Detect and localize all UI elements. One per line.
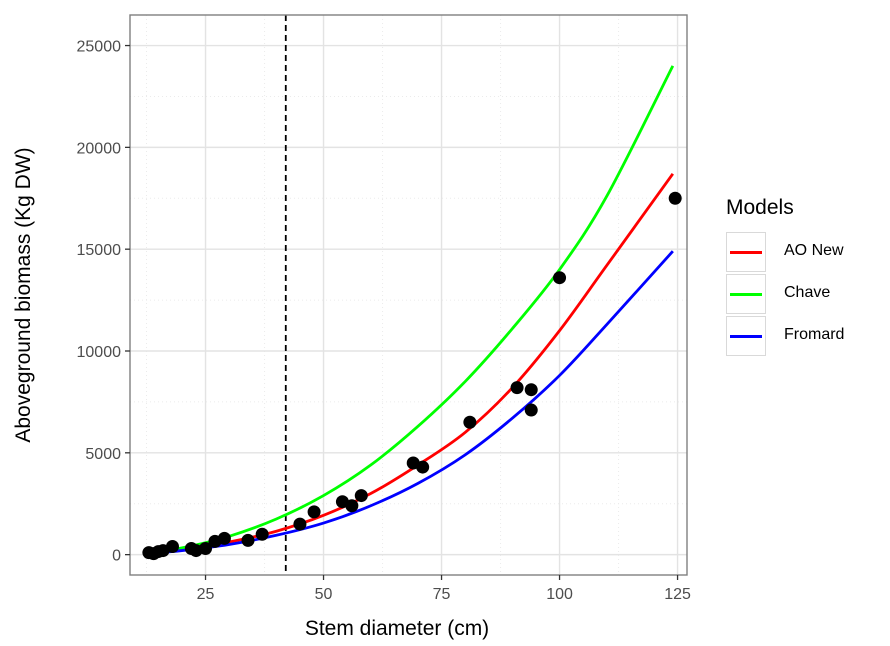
data-point xyxy=(307,505,321,519)
legend-label: AO New xyxy=(784,242,844,259)
legend-swatch xyxy=(730,293,762,296)
data-point xyxy=(199,542,213,556)
plot-border xyxy=(129,14,688,576)
data-point xyxy=(165,539,179,553)
data-point xyxy=(354,489,368,503)
legend-key xyxy=(726,274,766,314)
data-point xyxy=(668,191,682,205)
x-tick-label: 50 xyxy=(315,586,333,603)
data-point xyxy=(241,533,255,547)
data-point xyxy=(510,381,524,395)
legend-label: Chave xyxy=(784,284,831,301)
data-point xyxy=(524,383,538,397)
data-point xyxy=(217,531,231,545)
legend-title: Models xyxy=(726,196,794,219)
legend-key xyxy=(726,316,766,356)
plot-panel xyxy=(130,15,687,575)
y-axis-label: Aboveground biomass (Kg DW) xyxy=(12,147,35,442)
legend-label: Fromard xyxy=(784,326,845,343)
y-tick-label: 25000 xyxy=(77,39,122,56)
data-point xyxy=(255,527,269,541)
series-line-fromard xyxy=(148,250,674,555)
y-tick-label: 15000 xyxy=(77,242,122,259)
x-tick-label: 100 xyxy=(546,586,573,603)
legend-swatch xyxy=(730,251,762,254)
x-axis: 25 50 75 100 125 xyxy=(197,575,691,603)
data-point xyxy=(524,403,538,417)
minor-gridlines xyxy=(130,15,687,575)
data-point xyxy=(416,460,430,474)
y-tick-label: 10000 xyxy=(77,344,122,361)
y-tick-label: 5000 xyxy=(85,446,121,463)
x-tick-label: 125 xyxy=(664,586,691,603)
major-gridlines xyxy=(130,15,687,575)
legend: Models AO New Chave Fromard xyxy=(722,196,890,356)
legend-key xyxy=(726,232,766,272)
data-point xyxy=(293,517,307,531)
x-tick-label: 75 xyxy=(433,586,451,603)
legend-swatch xyxy=(730,335,762,338)
y-tick-label: 0 xyxy=(112,548,121,565)
observed-points xyxy=(142,191,682,561)
x-axis-label: Stem diameter (cm) xyxy=(305,617,489,640)
data-point xyxy=(463,415,477,429)
data-point xyxy=(553,271,567,285)
x-tick-label: 25 xyxy=(197,586,215,603)
y-axis: 0 5000 10000 15000 20000 25000 xyxy=(77,39,130,565)
y-tick-label: 20000 xyxy=(77,140,122,157)
data-point xyxy=(345,499,359,513)
